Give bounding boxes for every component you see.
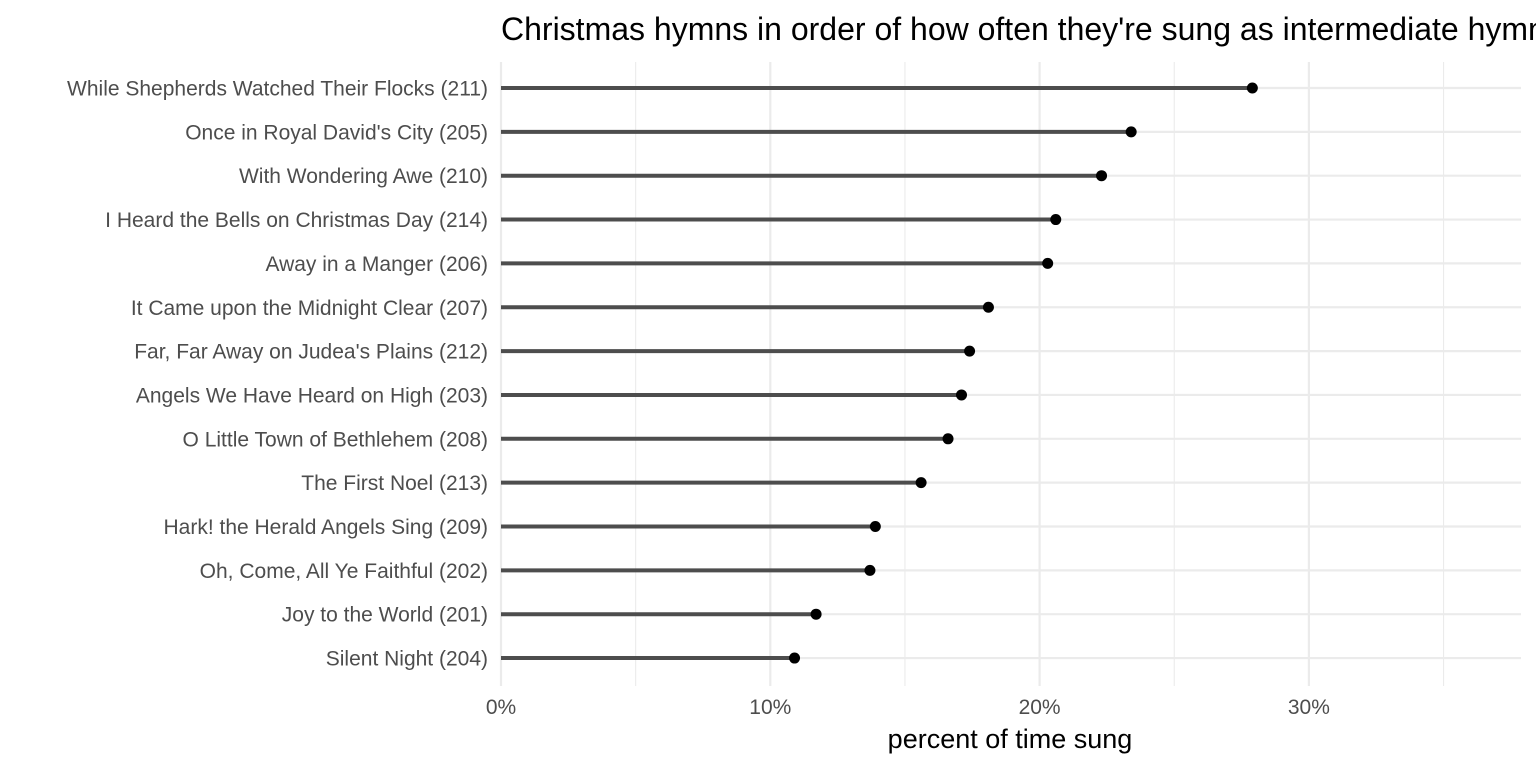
y-axis-label: The First Noel (213) (301, 472, 488, 495)
lollipop-point (1096, 170, 1108, 182)
lollipop-point (1125, 126, 1137, 138)
y-axis-label: O Little Town of Bethlehem (208) (183, 428, 488, 451)
y-axis-label: Hark! the Herald Angels Sing (209) (163, 516, 488, 539)
x-axis-label: percent of time sung (888, 724, 1133, 754)
x-tick-label: 0% (486, 696, 516, 719)
y-axis-labels: While Shepherds Watched Their Flocks (21… (67, 78, 488, 671)
x-tick-label: 30% (1288, 696, 1330, 719)
lollipop-point (789, 652, 801, 664)
x-tick-label: 20% (1019, 696, 1061, 719)
lollipop-point (964, 345, 976, 357)
y-axis-label: Joy to the World (201) (282, 604, 488, 627)
x-tick-label: 10% (749, 696, 791, 719)
lollipop-point (810, 608, 822, 620)
lollipop-stems (501, 86, 1253, 661)
lollipop-point (1246, 82, 1258, 94)
chart-title: Christmas hymns in order of how often th… (501, 11, 1536, 47)
y-axis-label: I Heard the Bells on Christmas Day (214) (105, 209, 488, 232)
y-axis-label: While Shepherds Watched Their Flocks (21… (67, 78, 488, 101)
lollipop-point (1042, 257, 1054, 269)
y-axis-label: It Came upon the Midnight Clear (207) (131, 297, 488, 320)
y-axis-label: Oh, Come, All Ye Faithful (202) (200, 560, 488, 583)
x-axis-tick-labels: 0% 10% 20% 30% (486, 696, 1330, 719)
y-axis-label: Once in Royal David's City (205) (185, 121, 488, 144)
grid-lines (499, 62, 1521, 686)
lollipop-point (864, 564, 876, 576)
lollipop-point (1050, 214, 1062, 226)
lollipop-point (915, 477, 927, 489)
y-axis-label: Silent Night (204) (326, 648, 488, 671)
y-axis-label: With Wondering Awe (210) (239, 165, 488, 188)
y-axis-label: Away in a Manger (206) (265, 253, 488, 276)
y-axis-label: Angels We Have Heard on High (203) (136, 384, 488, 407)
lollipop-point (982, 301, 994, 313)
lollipop-points (789, 82, 1258, 664)
lollipop-point (869, 521, 881, 532)
y-axis-label: Far, Far Away on Judea's Plains (212) (134, 341, 488, 364)
lollipop-point (956, 389, 968, 401)
lollipop-point (942, 433, 954, 445)
